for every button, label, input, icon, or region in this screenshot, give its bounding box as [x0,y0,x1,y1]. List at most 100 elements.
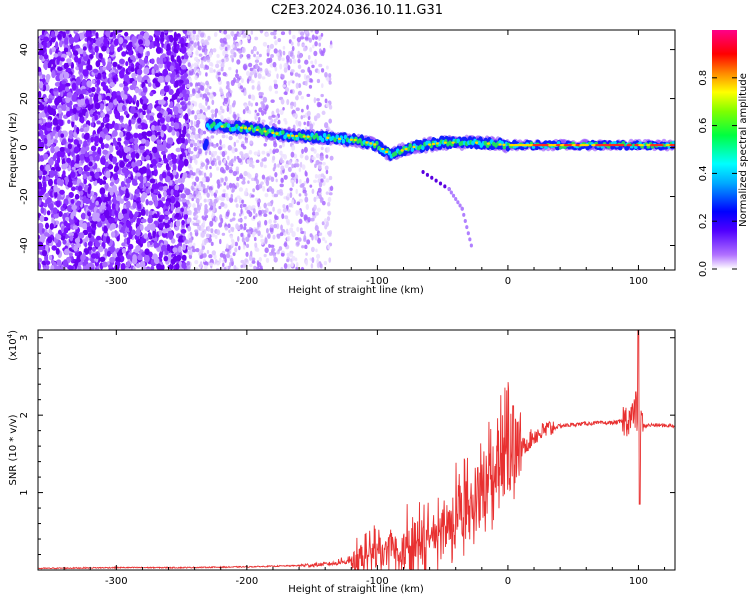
noise-dot [63,62,69,70]
noise-dot [132,201,137,209]
noise-dot [196,34,199,38]
noise-dot [224,226,228,231]
noise-dot [295,119,298,125]
noise-dot [290,50,294,57]
noise-dot [279,183,284,188]
noise-dot [170,54,175,62]
noise-dot [62,31,66,39]
noise-dot [104,248,108,254]
noise-dot [254,36,259,41]
noise-dot [178,58,182,67]
noise-dot [90,136,95,143]
noise-dot [201,245,206,250]
noise-dot [146,242,151,248]
noise-dot [123,232,127,238]
noise-dot [216,53,220,59]
noise-dot [101,180,107,185]
noise-dot [170,238,176,244]
noise-dot [222,72,227,77]
noise-dot [153,213,158,219]
noise-dot [290,223,294,228]
noise-dot [108,145,114,151]
noise-dot [48,254,53,261]
noise-dot [175,80,179,88]
noise-dot [54,30,59,37]
noise-dot [150,188,154,193]
noise-dot [79,153,85,161]
noise-dot [50,30,55,39]
noise-dot [90,223,97,228]
noise-dot [194,159,198,166]
noise-dot [231,44,235,49]
noise-dot [83,126,88,133]
noise-dot [218,222,223,228]
noise-dot [230,158,234,164]
noise-dot [141,191,148,199]
noise-dot [220,217,224,224]
noise-dot [63,220,68,227]
noise-dot [191,63,194,68]
noise-dot [221,134,226,139]
noise-dot [208,254,213,259]
noise-dot [150,58,155,65]
noise-dot [276,234,281,239]
noise-dot [171,70,177,77]
noise-dot [251,205,256,209]
noise-dot [66,58,72,64]
noise-dot [261,150,266,155]
noise-dot [324,240,328,244]
noise-dot [166,188,171,196]
noise-dot [201,105,206,111]
noise-dot [192,222,197,226]
noise-dot [263,213,268,218]
noise-dot [313,179,318,184]
noise-dot [280,73,284,78]
noise-dot [182,235,187,241]
noise-dot [228,169,234,174]
noise-dot [225,243,229,249]
noise-dot [116,149,122,156]
noise-dot [198,148,202,155]
noise-dot [277,119,281,125]
noise-dot [318,194,322,200]
noise-dot [176,73,180,78]
noise-dot [246,35,250,40]
noise-dot [252,188,256,193]
noise-dot [105,30,111,38]
noise-dot [106,64,112,71]
noise-dot [224,53,229,58]
noise-dot [295,107,300,112]
noise-dot [148,200,154,206]
noise-dot [264,247,269,254]
noise-dot [154,72,160,77]
noise-dot [57,51,62,56]
noise-dot [204,151,208,156]
noise-dot [277,55,282,61]
noise-dot [61,80,67,85]
noise-dot [143,75,149,80]
noise-dot [208,85,212,90]
noise-dot [199,186,203,191]
noise-dot [161,231,168,238]
noise-dot [181,254,187,261]
noise-dot [328,104,333,110]
noise-dot [126,237,131,245]
noise-dot [274,171,278,178]
noise-dot [299,227,303,232]
noise-dot [187,133,191,140]
noise-dot [133,195,137,201]
noise-dot [83,133,90,141]
noise-dot [268,121,273,126]
noise-dot [99,187,106,195]
noise-dot [224,46,228,51]
noise-dot [325,65,329,70]
noise-dot [189,143,194,148]
noise-dot [121,104,127,112]
noise-dot [235,69,239,74]
noise-dot [87,64,93,71]
noise-dot [73,139,80,145]
noise-dot [211,99,215,105]
noise-dot [56,156,61,164]
noise-dot [151,146,158,154]
